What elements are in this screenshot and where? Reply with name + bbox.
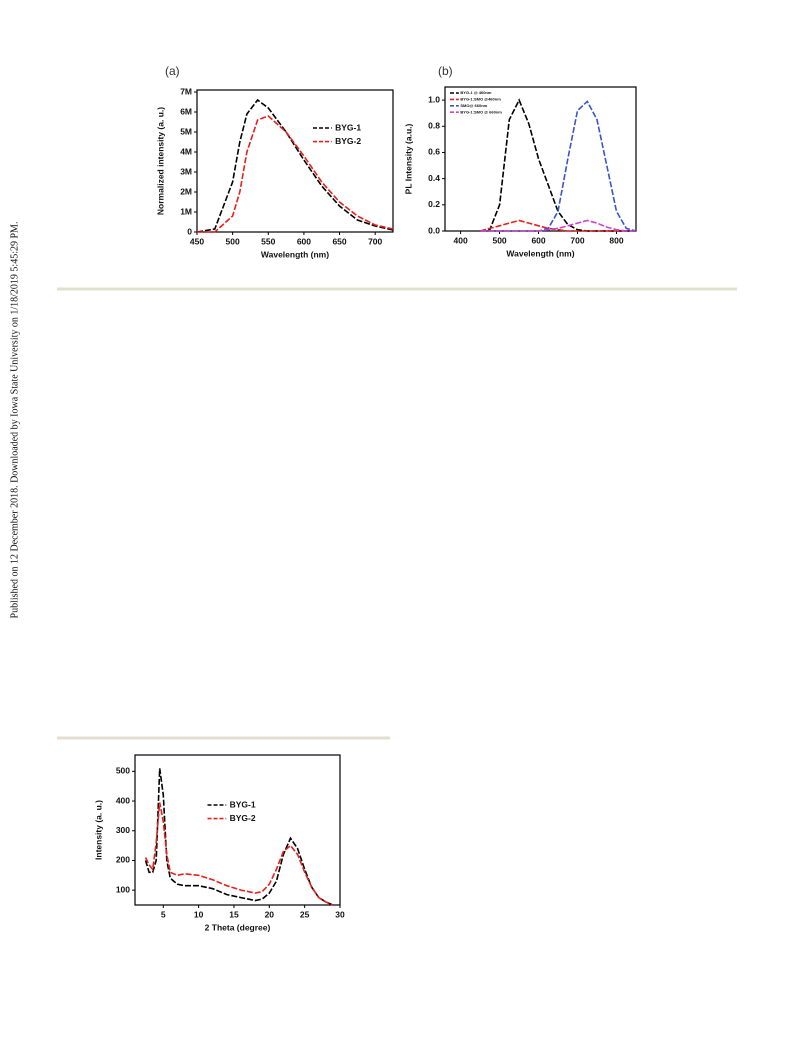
- x-axis-title: Wavelength (nm): [506, 248, 574, 258]
- y-tick-label: 3M: [180, 166, 192, 176]
- y-tick-label: 1M: [180, 206, 192, 216]
- y-tick-label: 100: [116, 884, 130, 894]
- legend-label: BYG-1: [230, 799, 256, 809]
- legend-label: BYG-1:SMO @460nm: [460, 96, 501, 101]
- legend-label: BYG-1: [335, 122, 361, 132]
- series-line: [197, 115, 394, 233]
- x-tick-label: 550: [261, 236, 275, 246]
- x-tick-label: 15: [229, 909, 239, 919]
- y-tick-label: 6M: [180, 106, 192, 116]
- y-tick-label: 500: [116, 766, 130, 776]
- y-tick-label: 400: [116, 795, 130, 805]
- plot-frame: [196, 89, 394, 233]
- y-tick-label: 0.6: [428, 147, 440, 157]
- y-tick-label: 7M: [180, 86, 192, 96]
- x-tick-label: 450: [190, 236, 204, 246]
- x-tick-label: 400: [453, 235, 467, 245]
- y-axis-title: PL Intensity (a.u.): [403, 123, 413, 194]
- y-tick-label: 4M: [180, 146, 192, 156]
- y-tick-label: 0.2: [428, 199, 440, 209]
- y-tick-label: 300: [116, 825, 130, 835]
- panel-label: (a): [165, 64, 180, 78]
- legend-label: SMO@ 660nm: [460, 103, 487, 108]
- panel-label: (b): [438, 64, 453, 78]
- x-axis-title: 2 Theta (degree): [205, 922, 271, 932]
- y-tick-label: 5M: [180, 126, 192, 136]
- side-note: Published on 12 December 2018. Downloade…: [9, 222, 20, 619]
- legend-label: BYG-1:SMO @ 660nm: [460, 109, 502, 114]
- series-line: [196, 98, 394, 233]
- y-tick-label: 0: [187, 226, 192, 236]
- y-axis-title: Normalized intensity (a. u.): [155, 107, 165, 215]
- y-tick-label: 200: [116, 855, 130, 865]
- series-line: [144, 802, 334, 906]
- series-line: [144, 768, 334, 906]
- x-tick-label: 650: [332, 236, 346, 246]
- x-tick-label: 500: [492, 235, 506, 245]
- series-line: [480, 219, 636, 232]
- legend-label: BYG-1 @ 460nm: [460, 90, 491, 95]
- series-line: [479, 219, 636, 232]
- y-tick-label: 0.4: [428, 173, 440, 183]
- x-tick-label: 800: [609, 235, 623, 245]
- x-tick-label: 25: [300, 909, 310, 919]
- legend-label: BYG-2: [230, 813, 256, 823]
- x-tick-label: 700: [570, 235, 584, 245]
- x-tick-label: 10: [194, 909, 204, 919]
- y-tick-label: 2M: [180, 186, 192, 196]
- x-tick-label: 20: [265, 909, 275, 919]
- x-tick-label: 500: [226, 236, 240, 246]
- legend-label: BYG-2: [335, 136, 361, 146]
- plot-frame: [134, 754, 341, 906]
- y-axis-title: Intensity (a. u.): [93, 800, 103, 860]
- y-tick-label: 0.8: [428, 121, 440, 131]
- x-tick-label: 600: [297, 236, 311, 246]
- x-axis-title: Wavelength (nm): [261, 249, 329, 259]
- y-tick-label: 1.0: [428, 94, 440, 104]
- x-tick-label: 5: [161, 909, 166, 919]
- x-tick-label: 600: [531, 235, 545, 245]
- y-tick-label: 0.0: [428, 225, 440, 235]
- x-tick-label: 30: [335, 909, 345, 919]
- x-tick-label: 700: [368, 236, 382, 246]
